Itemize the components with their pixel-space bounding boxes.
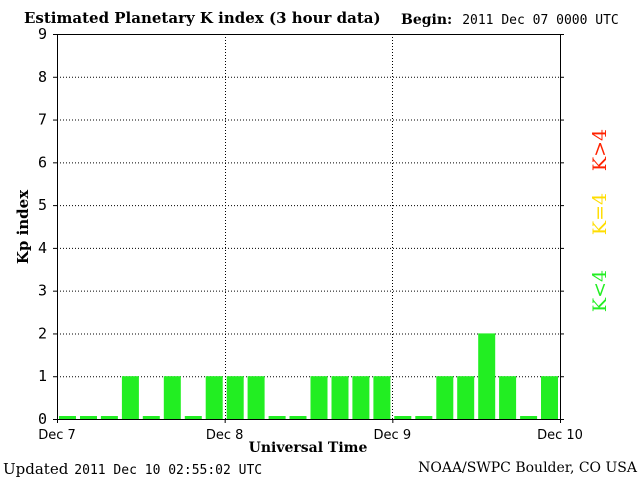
kp-bar bbox=[163, 376, 181, 419]
kp-bar bbox=[100, 416, 118, 419]
begin-time: Begin: 2011 Dec 07 0000 UTC bbox=[401, 12, 619, 28]
kp-bar bbox=[352, 376, 370, 419]
updated-value: 2011 Dec 10 02:55:02 UTC bbox=[74, 463, 263, 478]
credit-text: NOAA/SWPC Boulder, CO USA bbox=[418, 460, 637, 476]
y-tick-label: 8 bbox=[38, 68, 47, 86]
kp-bar bbox=[541, 376, 558, 419]
kp-bar bbox=[457, 376, 475, 419]
y-tick-label: 3 bbox=[38, 282, 47, 300]
kp-bar bbox=[121, 376, 139, 419]
kp-bar bbox=[436, 376, 454, 419]
plot-frame bbox=[57, 34, 561, 420]
x-axis-label: Universal Time bbox=[248, 440, 368, 456]
legend-active: K=4 bbox=[589, 192, 611, 236]
y-tick-label: 5 bbox=[38, 196, 47, 214]
x-tick-label: Dec 7 bbox=[38, 428, 76, 443]
kp-bar bbox=[59, 416, 76, 419]
kp-bar bbox=[80, 416, 97, 419]
kp-bar bbox=[184, 416, 202, 419]
updated-label: Updated bbox=[3, 460, 69, 478]
y-tick-label: 2 bbox=[38, 324, 47, 342]
kp-bar bbox=[289, 416, 307, 419]
y-tick-label: 6 bbox=[38, 153, 47, 171]
kp-bar bbox=[373, 376, 391, 419]
kp-bar bbox=[310, 376, 328, 419]
kp-bar bbox=[205, 376, 223, 419]
legend-quiet: K<4 bbox=[589, 269, 611, 313]
kp-bar bbox=[394, 416, 412, 419]
begin-value: 2011 Dec 07 0000 UTC bbox=[462, 13, 619, 28]
kp-bar bbox=[520, 416, 538, 419]
kp-bar bbox=[226, 376, 244, 419]
kp-bar bbox=[331, 376, 349, 419]
kp-bar bbox=[142, 416, 160, 419]
y-tick-label: 4 bbox=[38, 239, 47, 257]
kp-bar bbox=[478, 333, 496, 419]
x-tick-label: Dec 10 bbox=[537, 428, 583, 443]
y-tick-label: 1 bbox=[38, 367, 47, 385]
y-tick-label: 0 bbox=[38, 410, 47, 428]
updated-timestamp: Updated 2011 Dec 10 02:55:02 UTC bbox=[3, 460, 262, 478]
legend-storm: K>4 bbox=[589, 128, 611, 172]
begin-label: Begin: bbox=[401, 12, 453, 28]
y-tick-label: 7 bbox=[38, 111, 47, 129]
x-tick-label: Dec 8 bbox=[206, 428, 244, 443]
chart-title: Estimated Planetary K index (3 hour data… bbox=[24, 9, 381, 27]
x-tick-label: Dec 9 bbox=[374, 428, 412, 443]
kp-bar bbox=[268, 416, 286, 419]
kp-bar bbox=[247, 376, 265, 419]
kp-bar bbox=[499, 376, 517, 419]
y-tick-label: 9 bbox=[38, 25, 47, 43]
y-axis-label: Kp index bbox=[14, 189, 32, 265]
kp-bar bbox=[415, 416, 433, 419]
